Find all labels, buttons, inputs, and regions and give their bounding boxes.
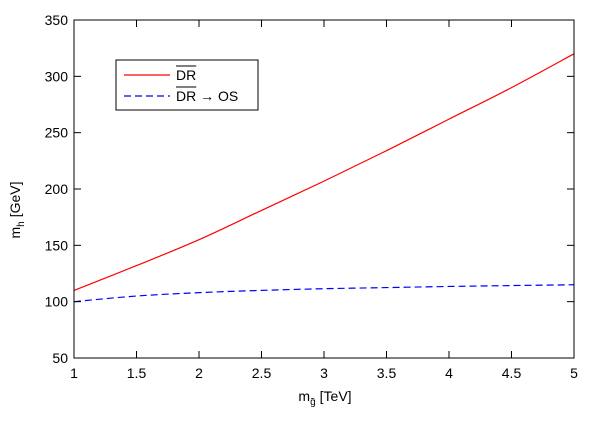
legend-box: [115, 59, 259, 111]
y-axis-label-sub: h: [16, 221, 27, 227]
y-tick-label: 350: [45, 12, 69, 28]
x-axis-label: mg̃ [TeV]: [298, 388, 351, 408]
plot-layer: [73, 53, 575, 303]
legend-label-overline: DR: [176, 88, 196, 104]
x-tick-label: 1.5: [127, 365, 147, 381]
y-tick-label: 300: [45, 68, 69, 84]
legend-label-suffix: → OS: [196, 88, 238, 104]
x-tick-label: 4.5: [502, 365, 522, 381]
legend-entry-0: DR: [176, 65, 197, 83]
x-tick-label: 2.5: [252, 365, 272, 381]
legend-label-overline: DR: [176, 67, 196, 83]
x-tick-label: 4: [445, 365, 453, 381]
x-tick-label: 3: [320, 365, 328, 381]
legend-label-1: DR → OS: [176, 88, 238, 104]
y-tick-label: 150: [45, 237, 69, 253]
x-axis-label-sub: g̃: [310, 397, 316, 408]
y-tick-label: 50: [52, 350, 68, 366]
y-axis-label: mh[GeV]: [7, 181, 27, 238]
x-tick-label: 5: [570, 365, 578, 381]
series-line-1: [73, 284, 575, 303]
y-tick-label: 200: [45, 181, 69, 197]
x-tick-label: 3.5: [377, 365, 397, 381]
axes-layer: 1 1.5 2 2.5 3 3.5 4 4.5 5 50 100 150 200 250 300 350: [45, 12, 578, 381]
series-line-0: [73, 53, 575, 291]
y-tick-label: 250: [45, 125, 69, 141]
legend-label-0: DR: [176, 67, 196, 83]
x-tick-label: 2: [195, 365, 203, 381]
y-tick-label: 100: [45, 294, 69, 310]
x-tick-label: 1: [70, 365, 78, 381]
legend-entry-1: DR → OS: [176, 86, 238, 104]
